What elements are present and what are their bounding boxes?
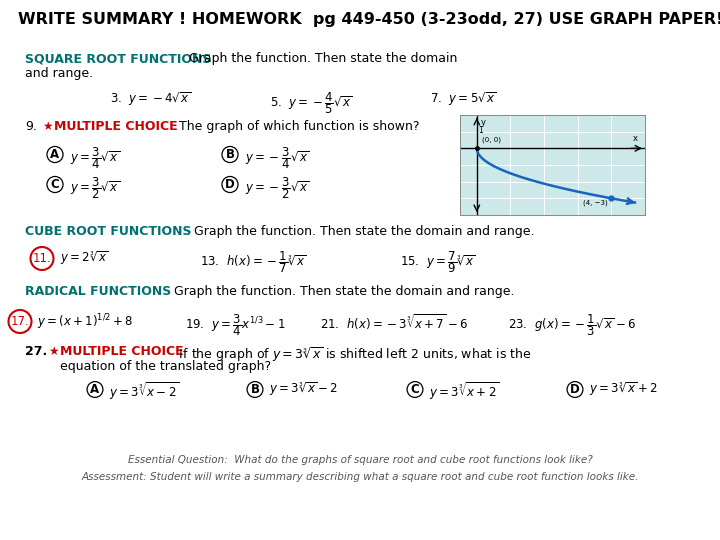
Text: 9.: 9. [25, 120, 37, 133]
Text: $y = \dfrac{3}{4}\sqrt{x}$: $y = \dfrac{3}{4}\sqrt{x}$ [70, 145, 120, 171]
Text: x: x [632, 134, 637, 143]
Text: 3.  $y = -4\sqrt{x}$: 3. $y = -4\sqrt{x}$ [110, 90, 192, 107]
Text: The graph of which function is shown?: The graph of which function is shown? [175, 120, 420, 133]
Text: $\bf{D}$: $\bf{D}$ [225, 178, 235, 191]
Text: $\bf{A}$: $\bf{A}$ [89, 383, 101, 396]
Text: equation of the translated graph?: equation of the translated graph? [60, 360, 271, 373]
Text: Assessment: Student will write a summary describing what a square root and cube : Assessment: Student will write a summary… [81, 472, 639, 482]
Text: CUBE ROOT FUNCTIONS: CUBE ROOT FUNCTIONS [25, 225, 192, 238]
Text: $y = 3\sqrt[3]{x+2}$: $y = 3\sqrt[3]{x+2}$ [429, 380, 499, 402]
Text: 21.  $h(x) = -3\sqrt[3]{x+7} - 6$: 21. $h(x) = -3\sqrt[3]{x+7} - 6$ [320, 312, 468, 332]
Text: Graph the function. Then state the domain and range.: Graph the function. Then state the domai… [170, 285, 515, 298]
Text: $y = 2\sqrt[3]{x}$: $y = 2\sqrt[3]{x}$ [60, 249, 109, 267]
Text: $\bf{B}$: $\bf{B}$ [250, 383, 260, 396]
Text: $y = 3\sqrt[3]{x} + 2$: $y = 3\sqrt[3]{x} + 2$ [589, 380, 658, 397]
Text: 5.  $y = -\dfrac{4}{5}\sqrt{x}$: 5. $y = -\dfrac{4}{5}\sqrt{x}$ [270, 90, 353, 116]
Text: 17.: 17. [11, 315, 30, 328]
Text: ★: ★ [42, 120, 53, 133]
Text: 7.  $y = 5\sqrt{x}$: 7. $y = 5\sqrt{x}$ [430, 90, 497, 107]
Text: 23.  $g(x) = -\dfrac{1}{3}\sqrt{x} - 6$: 23. $g(x) = -\dfrac{1}{3}\sqrt{x} - 6$ [508, 312, 636, 338]
Text: $\bf{C}$: $\bf{C}$ [410, 383, 420, 396]
Text: RADICAL FUNCTIONS: RADICAL FUNCTIONS [25, 285, 171, 298]
Text: $\bf{A}$: $\bf{A}$ [50, 148, 60, 161]
Text: Essential Question:  What do the graphs of square root and cube root functions l: Essential Question: What do the graphs o… [127, 455, 593, 465]
Text: $y = \dfrac{3}{2}\sqrt{x}$: $y = \dfrac{3}{2}\sqrt{x}$ [70, 175, 120, 201]
Text: 27.: 27. [25, 345, 48, 358]
Text: Graph the function. Then state the domain and range.: Graph the function. Then state the domai… [190, 225, 534, 238]
Text: MULTIPLE CHOICE: MULTIPLE CHOICE [60, 345, 184, 358]
Text: SQUARE ROOT FUNCTIONS: SQUARE ROOT FUNCTIONS [25, 52, 212, 65]
Text: $y = 3\sqrt[3]{x-2}$: $y = 3\sqrt[3]{x-2}$ [109, 380, 179, 402]
Text: $\bf{C}$: $\bf{C}$ [50, 178, 60, 191]
Text: $y = -\dfrac{3}{2}\sqrt{x}$: $y = -\dfrac{3}{2}\sqrt{x}$ [245, 175, 310, 201]
Text: 11.: 11. [32, 252, 51, 265]
Text: WRITE SUMMARY ! HOMEWORK  pg 449-450 (3-23odd, 27) USE GRAPH PAPER!!!!: WRITE SUMMARY ! HOMEWORK pg 449-450 (3-2… [18, 12, 720, 27]
Text: 1: 1 [479, 125, 483, 134]
Text: $\bf{D}$: $\bf{D}$ [570, 383, 580, 396]
Text: (4, −3): (4, −3) [583, 200, 608, 206]
Text: If the graph of $y = 3\sqrt[3]{x}$ is shifted left 2 units, what is the: If the graph of $y = 3\sqrt[3]{x}$ is sh… [175, 345, 531, 364]
Text: ★: ★ [48, 345, 58, 358]
Text: 19.  $y = \dfrac{3}{4}x^{1/3} - 1$: 19. $y = \dfrac{3}{4}x^{1/3} - 1$ [185, 312, 285, 338]
Text: MULTIPLE CHOICE: MULTIPLE CHOICE [54, 120, 178, 133]
Text: $y = (x + 1)^{1/2} + 8$: $y = (x + 1)^{1/2} + 8$ [37, 312, 133, 332]
Text: Graph the function. Then state the domain: Graph the function. Then state the domai… [185, 52, 457, 65]
Text: 15.  $y = \dfrac{7}{9}\sqrt[3]{x}$: 15. $y = \dfrac{7}{9}\sqrt[3]{x}$ [400, 249, 476, 275]
Text: $y = 3\sqrt[3]{x} - 2$: $y = 3\sqrt[3]{x} - 2$ [269, 380, 338, 397]
Text: (0, 0): (0, 0) [482, 137, 501, 143]
Text: $y = -\dfrac{3}{4}\sqrt{x}$: $y = -\dfrac{3}{4}\sqrt{x}$ [245, 145, 310, 171]
Text: and range.: and range. [25, 67, 93, 80]
Text: 13.  $h(x) = -\dfrac{1}{7}\sqrt[3]{x}$: 13. $h(x) = -\dfrac{1}{7}\sqrt[3]{x}$ [200, 249, 307, 275]
Text: y: y [481, 118, 486, 126]
Text: $\bf{B}$: $\bf{B}$ [225, 148, 235, 161]
